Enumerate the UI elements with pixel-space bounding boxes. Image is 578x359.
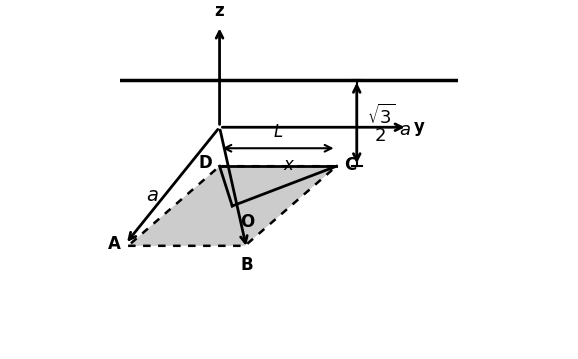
- Polygon shape: [128, 166, 336, 246]
- Text: $a$: $a$: [399, 121, 411, 139]
- Text: C: C: [344, 155, 356, 173]
- Text: O: O: [240, 214, 254, 232]
- Text: $L$: $L$: [273, 123, 283, 141]
- Text: $a$: $a$: [146, 186, 158, 205]
- Text: B: B: [240, 256, 253, 274]
- Text: z: z: [215, 1, 224, 19]
- Text: y: y: [414, 118, 425, 136]
- Text: $x$: $x$: [283, 155, 295, 173]
- Text: A: A: [108, 235, 121, 253]
- Text: $\dfrac{\sqrt{3}}{2}$: $\dfrac{\sqrt{3}}{2}$: [367, 102, 395, 144]
- Text: D: D: [198, 154, 212, 172]
